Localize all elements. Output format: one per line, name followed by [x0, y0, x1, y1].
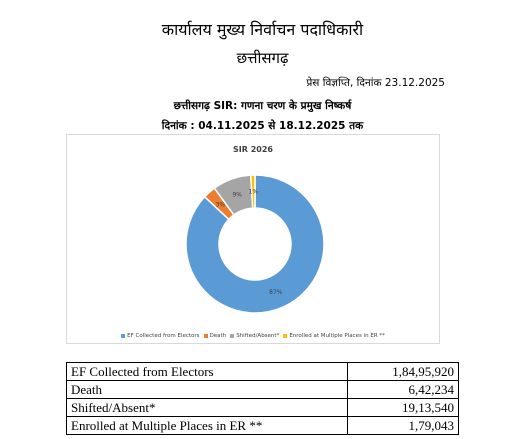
donut-slice: [249, 174, 256, 209]
slice-label: 3%: [216, 202, 226, 209]
row-value: 1,84,95,920: [347, 362, 459, 381]
office-title: कार्यालय मुख्य निर्वाचन पदाधिकारी: [161, 20, 364, 39]
report-subtitle: छत्तीसगढ़ SIR: गणना चरण के प्रमुख निष्कर…: [173, 100, 352, 112]
slice-label: 1%: [249, 189, 259, 196]
table-row: Enrolled at Multiple Places in ER ** 1,79…: [66, 416, 459, 435]
legend-item: Death: [203, 333, 227, 339]
row-label: EF Collected from Electors: [66, 362, 348, 381]
legend-label: Death: [209, 333, 227, 339]
legend-item: Enrolled at Multiple Places in ER **: [283, 333, 385, 339]
slice-label: 9%: [232, 192, 242, 199]
donut-svg: 87% 3% 9% 1%: [185, 174, 325, 314]
row-label: Enrolled at Multiple Places in ER **: [66, 416, 348, 435]
legend-item: Shifted/Absent*: [230, 333, 279, 339]
stats-table: EF Collected from Electors 1,84,95,920 Dea…: [66, 362, 459, 435]
row-value: 19,13,540: [347, 398, 459, 417]
row-label: Shifted/Absent*: [66, 398, 348, 417]
table-row: Death 6,42,234: [66, 380, 459, 399]
press-release-date: प्रेस विज्ञप्ति, दिनांक 23.12.2025: [306, 77, 445, 89]
legend-label: Shifted/Absent*: [236, 333, 280, 339]
legend-swatch: [121, 333, 126, 338]
legend-label: EF Collected from Electors: [127, 333, 200, 339]
donut-slice: [185, 174, 325, 314]
chart-title: SIR 2026: [233, 145, 273, 154]
table-row: Shifted/Absent* 19,13,540: [66, 398, 459, 417]
legend-swatch: [230, 333, 235, 338]
legend-label: Enrolled at Multiple Places in ER **: [289, 333, 385, 339]
chart-legend: EF Collected from Electors Death Shifted/A…: [67, 333, 439, 339]
legend-item: EF Collected from Electors: [121, 333, 200, 339]
legend-swatch: [283, 333, 288, 338]
row-value: 6,42,234: [347, 380, 459, 399]
row-value: 1,79,043: [347, 416, 459, 435]
row-label: Death: [66, 380, 348, 399]
slice-label: 87%: [269, 289, 283, 296]
legend-swatch: [203, 333, 208, 338]
date-range: दिनांक : 04.11.2025 से 18.12.2025 तक: [161, 120, 364, 132]
table-row: EF Collected from Electors 1,84,95,920: [66, 362, 459, 381]
donut-chart: SIR 2026 87% 3% 9% 1% EF Collected from Ele…: [66, 134, 440, 344]
state-name: छत्तीसगढ़: [236, 49, 289, 67]
